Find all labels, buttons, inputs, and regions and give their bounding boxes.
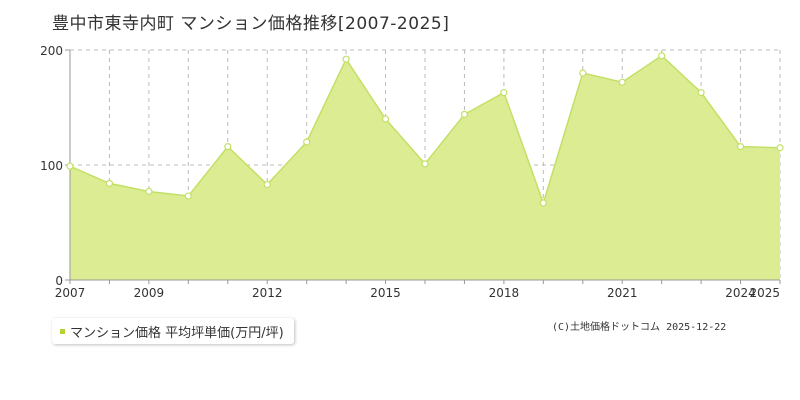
data-point [500, 88, 508, 97]
copyright-text: (C)土地価格ドットコム 2025-12-22 [552, 322, 727, 333]
data-point [342, 55, 350, 63]
data-point [224, 143, 232, 151]
data-point [145, 187, 153, 196]
data-point [421, 160, 429, 168]
y-tick-label: 0 [55, 274, 63, 288]
x-tick-label: 2018 [489, 286, 520, 300]
x-tick-label: 2012 [252, 286, 283, 300]
data-point [263, 180, 271, 189]
x-tick-label: 2025 [749, 286, 780, 300]
data-point [776, 144, 784, 152]
x-tick-label: 2015 [370, 286, 401, 300]
data-point [460, 110, 469, 119]
data-point [579, 69, 587, 77]
x-tick-label: 2021 [607, 286, 638, 300]
data-point [105, 179, 114, 187]
legend-swatch [60, 328, 65, 334]
y-tick-label: 200 [40, 44, 63, 58]
x-tick-label: 2024 [725, 286, 756, 300]
data-point [658, 52, 666, 60]
data-point [539, 199, 547, 207]
data-point [697, 88, 705, 97]
data-point [618, 78, 626, 86]
data-point [66, 162, 74, 170]
data-point [381, 115, 390, 123]
area-fill [70, 55, 780, 280]
data-markers [66, 52, 784, 207]
y-tick-labels: 0 100 200 [40, 44, 63, 288]
x-tick-label: 2007 [55, 286, 86, 300]
x-tick-label: 2009 [134, 286, 165, 300]
data-point [736, 143, 745, 151]
data-point [184, 192, 192, 200]
legend: マンション価格 平均坪単価(万円/坪) [52, 318, 294, 344]
page-title: 豊中市東寺内町 マンション価格推移[2007-2025] [52, 14, 450, 34]
data-point [303, 138, 311, 146]
legend-label: マンション価格 平均坪単価(万円/坪) [70, 325, 284, 341]
y-tick-label: 100 [40, 159, 63, 173]
